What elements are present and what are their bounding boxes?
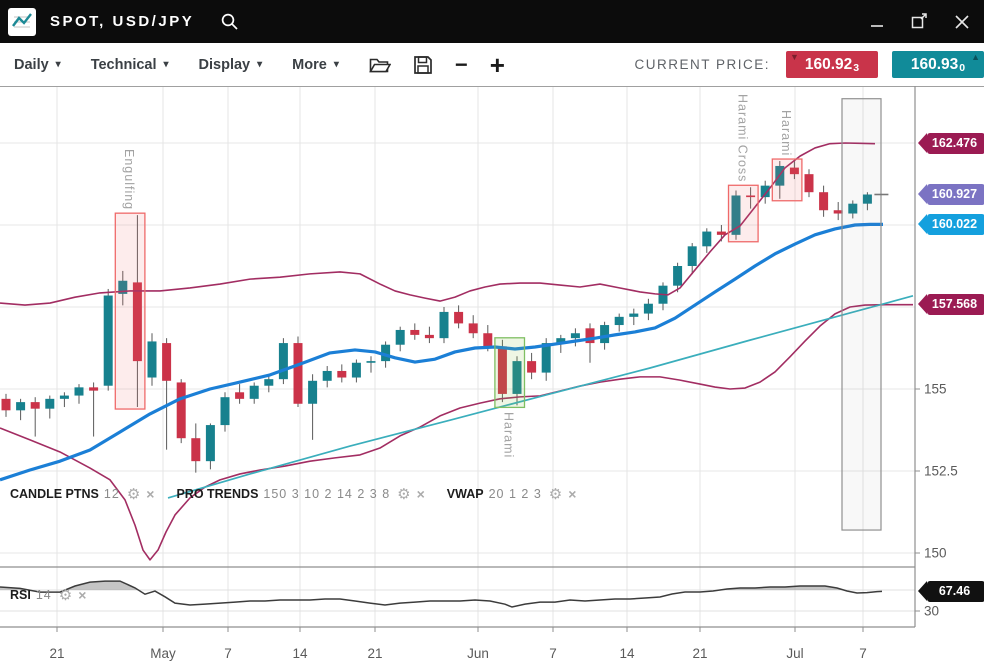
pattern-label-engulfing: Engulfing xyxy=(122,149,137,211)
indicator-params: 150 3 10 2 14 2 3 8 xyxy=(263,487,391,501)
menu-interval[interactable]: Daily ▾ xyxy=(14,56,61,73)
indicator-name: RSI xyxy=(10,588,31,602)
pattern-label-harami-2: Harami xyxy=(779,109,794,157)
svg-text:7: 7 xyxy=(859,646,867,661)
popout-button[interactable] xyxy=(911,13,928,30)
arrow-up-icon: ▲ xyxy=(971,52,980,62)
svg-text:May: May xyxy=(150,646,176,661)
svg-text:7: 7 xyxy=(224,646,232,661)
indicator-params: 20 1 2 3 xyxy=(488,487,542,501)
indicator-name: CANDLE PTNS xyxy=(10,487,99,501)
svg-text:Jun: Jun xyxy=(467,646,489,661)
chevron-down-icon: ▾ xyxy=(55,59,61,70)
menu-display[interactable]: Display ▾ xyxy=(198,56,263,73)
close-button[interactable] xyxy=(954,14,970,30)
chart-area: 155 152.5 150 30 21 May 7 14 21 Jun 7 14 21 Jul 7 CAND… xyxy=(0,86,984,669)
price-tag-ma: 160.022 xyxy=(918,213,984,235)
gear-icon[interactable]: ⚙ xyxy=(126,486,141,503)
svg-text:21: 21 xyxy=(49,646,64,661)
ask-price-button[interactable]: 160.93 0 ▲ xyxy=(892,51,984,78)
menu-more[interactable]: More ▾ xyxy=(292,56,339,73)
indicator-name: PRO TRENDS xyxy=(176,487,259,501)
title-bar: SPOT, USD/JPY xyxy=(0,0,984,43)
close-icon[interactable]: × xyxy=(416,486,425,502)
bid-price-button[interactable]: ▼ 160.92 3 xyxy=(786,51,878,78)
chevron-down-icon: ▾ xyxy=(333,59,339,70)
window-title: SPOT, USD/JPY xyxy=(50,13,195,30)
chevron-down-icon: ▾ xyxy=(257,59,263,70)
svg-text:7: 7 xyxy=(549,646,557,661)
search-icon[interactable] xyxy=(220,12,239,31)
price-tag-last-price: 160.927 xyxy=(918,184,984,206)
minimize-button[interactable] xyxy=(870,14,885,29)
indicator-params: 14 xyxy=(35,588,52,602)
indicator-legend-row: CANDLE PTNS 12 ⚙ × PRO TRENDS 150 3 10 2… xyxy=(10,485,598,503)
zoom-in-button[interactable]: + xyxy=(489,49,505,80)
arrow-down-icon: ▼ xyxy=(790,52,799,62)
svg-text:21: 21 xyxy=(367,646,382,661)
chart-document-icon xyxy=(8,7,36,36)
indicator-params: 12 xyxy=(103,487,120,501)
gear-icon[interactable]: ⚙ xyxy=(548,486,563,503)
save-icon[interactable] xyxy=(413,55,433,75)
zoom-out-button[interactable]: − xyxy=(454,51,468,77)
svg-text:30: 30 xyxy=(924,604,939,619)
price-tag-band-lower: 157.568 xyxy=(918,294,984,316)
svg-text:152.5: 152.5 xyxy=(924,464,958,479)
current-price-label: CURRENT PRICE: xyxy=(634,57,770,72)
price-chart-canvas[interactable]: 155 152.5 150 30 21 May 7 14 21 Jun 7 14 21 Jul 7 xyxy=(0,86,984,669)
svg-text:155: 155 xyxy=(924,382,947,397)
chevron-down-icon: ▾ xyxy=(163,59,169,70)
gear-icon[interactable]: ⚙ xyxy=(397,486,411,503)
pattern-label-harami-cross: Harami Cross xyxy=(735,93,750,183)
svg-text:150: 150 xyxy=(924,546,947,561)
svg-text:14: 14 xyxy=(292,646,308,661)
gear-icon[interactable]: ⚙ xyxy=(58,587,73,604)
rsi-legend-row: RSI 14 ⚙ × xyxy=(10,586,108,604)
toolbar: Daily ▾ Technical ▾ Display ▾ More ▾ − + CUR… xyxy=(0,43,984,86)
pattern-label-harami: Harami xyxy=(501,412,516,459)
svg-text:21: 21 xyxy=(692,646,707,661)
menu-technical[interactable]: Technical ▾ xyxy=(90,56,169,73)
rsi-value-tag: 67.46 xyxy=(918,580,984,602)
price-tag-band-upper: 162.476 xyxy=(918,133,984,155)
close-icon[interactable]: × xyxy=(146,486,155,502)
close-icon[interactable]: × xyxy=(78,587,87,603)
svg-text:Jul: Jul xyxy=(786,646,803,661)
close-icon[interactable]: × xyxy=(568,486,577,502)
svg-text:14: 14 xyxy=(619,646,635,661)
indicator-name: VWAP xyxy=(446,487,484,501)
open-folder-icon[interactable] xyxy=(368,56,391,74)
